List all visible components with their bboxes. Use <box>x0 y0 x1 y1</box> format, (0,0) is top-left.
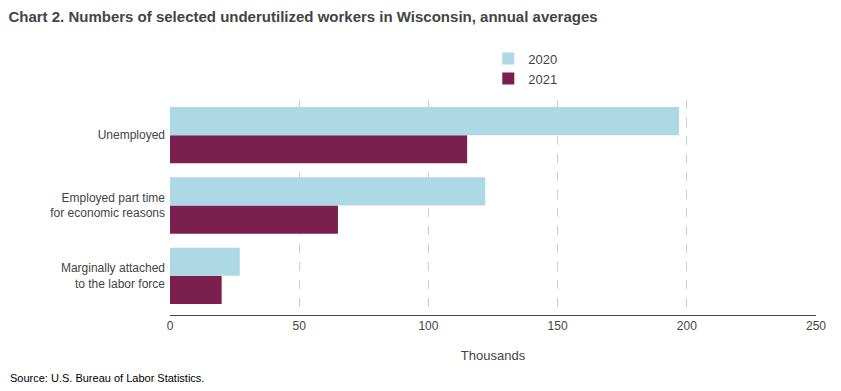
svg-text:200: 200 <box>677 319 697 333</box>
svg-text:Employed part timefor economic: Employed part timefor economic reasons <box>50 191 165 221</box>
svg-text:100: 100 <box>418 319 438 333</box>
svg-text:Chart 2. Numbers of selected u: Chart 2. Numbers of selected underutiliz… <box>8 8 597 25</box>
svg-text:150: 150 <box>548 319 568 333</box>
svg-text:0: 0 <box>167 319 174 333</box>
svg-text:50: 50 <box>293 319 307 333</box>
svg-text:250: 250 <box>806 319 826 333</box>
svg-text:Unemployed: Unemployed <box>98 128 165 142</box>
svg-text:Source: U.S. Bureau of Labor S: Source: U.S. Bureau of Labor Statistics. <box>10 372 204 384</box>
svg-text:2021: 2021 <box>528 72 557 87</box>
svg-text:Marginally attachedto the labo: Marginally attachedto the labor force <box>61 261 165 291</box>
svg-text:2020: 2020 <box>528 52 557 67</box>
svg-text:Thousands: Thousands <box>461 348 526 363</box>
